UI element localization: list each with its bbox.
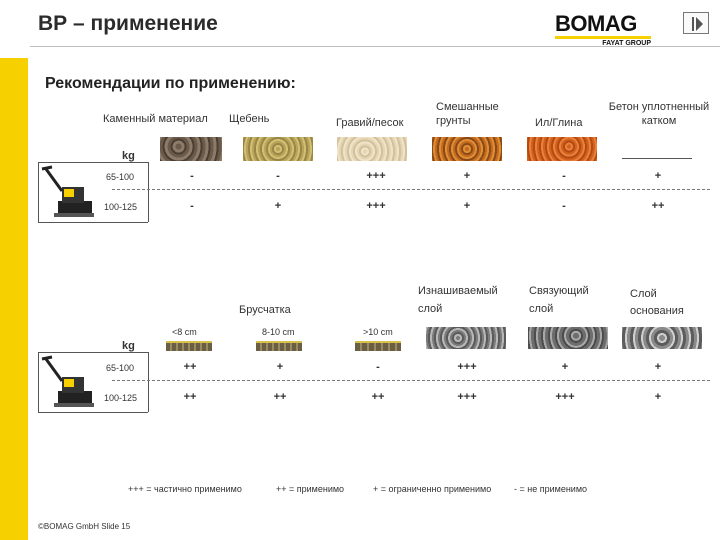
header-gravel: Гравий/песок xyxy=(336,117,404,129)
table2-bottom-rule xyxy=(38,412,148,413)
legend-applicable: ++ = применимо xyxy=(276,484,345,494)
swatch-binder xyxy=(528,327,608,349)
plate-compactor-icon xyxy=(41,355,94,407)
header-mixed: Смешанные грунты xyxy=(436,101,499,127)
t2-r2-base: + xyxy=(654,391,662,403)
t1-r1-mixed: + xyxy=(463,170,471,182)
header-wear: Изнашиваемый слой xyxy=(418,285,498,315)
header-stone: Каменный материал xyxy=(103,113,208,125)
swatch-concrete xyxy=(622,137,692,159)
t2-r1-paving-medium: + xyxy=(276,361,284,373)
t1-r2-gravel: +++ xyxy=(366,200,386,212)
legend-not-applicable: - = не применимо xyxy=(514,484,588,494)
logo-word: BOMAG xyxy=(555,11,637,36)
bookmark-icon[interactable] xyxy=(683,12,709,34)
page-title: ВР – применение xyxy=(38,12,218,35)
table2-row-divider xyxy=(112,380,710,381)
t1-r2-stone: - xyxy=(190,200,194,212)
swatch-gravel xyxy=(337,137,407,161)
header-binder: Связующий слой xyxy=(529,285,589,315)
table2-top-rule xyxy=(38,352,148,353)
swatch-stone xyxy=(160,137,222,161)
t1-r2-concrete: ++ xyxy=(651,200,665,212)
t2-r1-base: + xyxy=(654,361,662,373)
table1-bottom-rule xyxy=(38,222,148,223)
table2-row1-label: 65-100 xyxy=(106,363,135,373)
swatch-paving-small xyxy=(166,341,212,351)
table2-unit-label: kg xyxy=(122,340,135,352)
swatch-mixed xyxy=(432,137,502,161)
table1-top-rule xyxy=(38,162,148,163)
logo-tagline: FAYAT GROUP xyxy=(602,40,651,47)
table1-left-rule xyxy=(38,162,39,222)
logo-stripe xyxy=(555,36,651,39)
size-large: >10 cm xyxy=(363,327,393,337)
t2-r2-wear: +++ xyxy=(457,391,477,403)
t2-r1-paving-small: ++ xyxy=(183,361,197,373)
footer-copyright: ©BOMAG GmbH Slide 15 xyxy=(38,522,131,531)
bomag-logo: BOMAG FAYAT GROUP xyxy=(555,13,655,47)
t1-r2-silt: - xyxy=(562,200,566,212)
swatch-paving-medium xyxy=(256,341,302,351)
t1-r1-concrete: + xyxy=(654,170,662,182)
swatch-base xyxy=(622,327,702,349)
t2-r2-paving-large: ++ xyxy=(371,391,385,403)
title-divider xyxy=(30,46,720,47)
table1-row2-label: 100-125 xyxy=(104,202,138,212)
t1-r2-mixed: + xyxy=(463,200,471,212)
swatch-silt xyxy=(527,137,597,161)
table2-right-rule xyxy=(148,352,149,412)
header-concrete: Бетон уплотненный катком xyxy=(608,101,710,127)
header-crushed: Щебень xyxy=(229,113,270,125)
t1-r1-stone: - xyxy=(190,170,194,182)
t1-r1-gravel: +++ xyxy=(366,170,386,182)
table1-unit-label: kg xyxy=(122,150,135,162)
size-medium: 8-10 cm xyxy=(262,327,295,337)
table1-row-divider xyxy=(112,189,710,190)
table2-row2-label: 100-125 xyxy=(104,393,138,403)
t2-r2-paving-small: ++ xyxy=(183,391,197,403)
t1-r2-crushed: + xyxy=(274,200,282,212)
t2-r1-binder: + xyxy=(561,361,569,373)
table1-right-rule xyxy=(148,162,149,222)
t2-r2-binder: +++ xyxy=(555,391,575,403)
t1-r1-silt: - xyxy=(562,170,566,182)
table1-row1-label: 65-100 xyxy=(106,172,135,182)
swatch-paving-large xyxy=(355,341,401,351)
t2-r2-paving-medium: ++ xyxy=(273,391,287,403)
size-small: <8 cm xyxy=(172,327,197,337)
accent-side-bar xyxy=(0,58,28,540)
section-subtitle: Рекомендации по применению: xyxy=(45,75,296,92)
header-base: Слой основания xyxy=(630,288,684,317)
swatch-wear xyxy=(426,327,506,349)
header-silt: Ил/Глина xyxy=(535,117,583,129)
table2-left-rule xyxy=(38,352,39,412)
t1-r1-crushed: - xyxy=(276,170,280,182)
plate-compactor-icon xyxy=(41,165,94,217)
swatch-crushed xyxy=(243,137,313,161)
legend-limited: + = ограниченно применимо xyxy=(373,484,492,494)
legend-partly: +++ = частично применимо xyxy=(128,484,242,494)
header-paving: Брусчатка xyxy=(239,304,291,316)
t2-r1-wear: +++ xyxy=(457,361,477,373)
t2-r1-paving-large: - xyxy=(376,361,380,373)
